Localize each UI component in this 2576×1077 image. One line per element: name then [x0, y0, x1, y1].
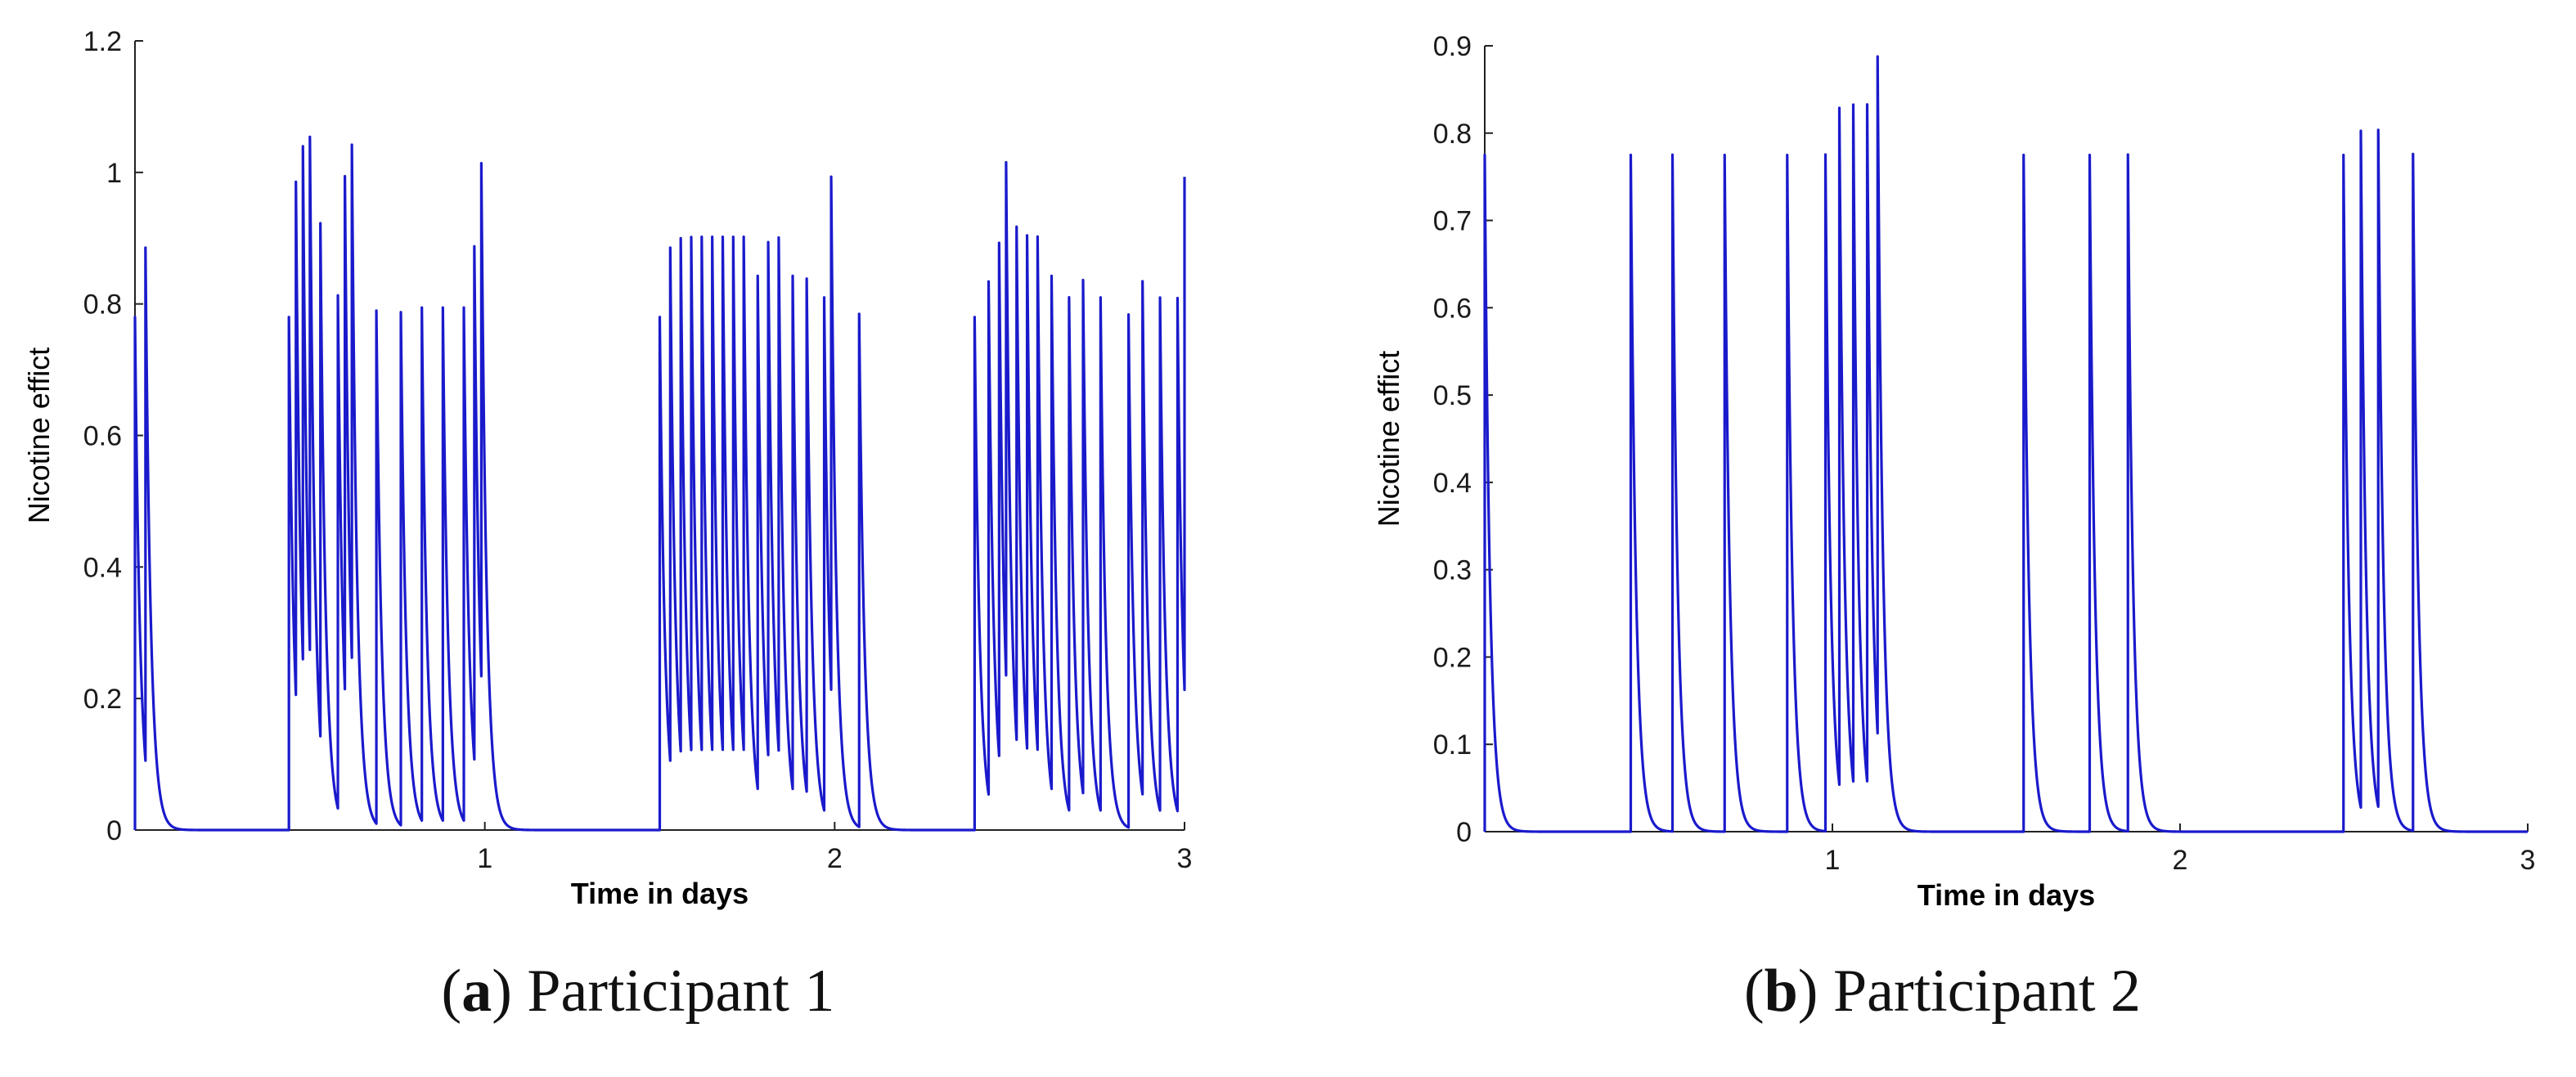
caption-a: (a) Participant 1	[441, 958, 835, 1025]
chart-b-series-line	[1483, 55, 2529, 833]
chart-b-y-tick-label: 0.6	[1433, 293, 1472, 324]
chart-b-y-tick-label: 0.8	[1433, 119, 1472, 150]
chart-b-y-tick-label: 0.1	[1433, 729, 1472, 761]
chart-a-x-tick-label: 2	[827, 843, 843, 874]
chart-b-svg: 0 0.1 0.2 0.3 0.4 0.5 0.6 0.7 0.8 0.9 1 2 3 Time in d…	[1372, 31, 2536, 912]
chart-a-y-tick-label: 0.2	[83, 684, 122, 715]
chart-a-y-tick-label: 0	[106, 815, 122, 846]
chart-a-y-tick-label: 1.2	[83, 26, 122, 57]
caption-b-label: b	[1764, 958, 1798, 1025]
chart-b-y-tick-label: 0.9	[1433, 31, 1472, 62]
chart-a-y-tick-label: 0.4	[83, 552, 122, 583]
chart-b-y-tick-label: 0.3	[1433, 555, 1472, 586]
chart-a-svg: 0 0.2 0.4 0.6 0.8 1 1.2 1 2 3 Time in days Nicotine…	[22, 26, 1193, 910]
chart-b-y-tick-label: 0.7	[1433, 206, 1472, 237]
caption-a-label: a	[461, 958, 492, 1025]
chart-a-x-tick-label: 1	[477, 843, 492, 874]
chart-b-y-tick-label: 0	[1456, 817, 1472, 848]
chart-b-x-tick-label: 1	[1825, 845, 1841, 876]
chart-b-y-axis-title: Nicotine effict	[1372, 351, 1405, 527]
chart-a-y-tick-label: 1	[106, 158, 122, 189]
chart-a-y-tick-label: 0.8	[83, 289, 122, 321]
chart-b-y-tick-label: 0.4	[1433, 468, 1472, 499]
chart-b-x-tick-label: 2	[2173, 845, 2188, 876]
chart-a-y-axis-title: Nicotine effict	[22, 348, 56, 523]
chart-a-x-tick-label: 3	[1177, 843, 1193, 874]
chart-panel-b: 0 0.1 0.2 0.3 0.4 0.5 0.6 0.7 0.8 0.9 1 2 3 Time in d…	[1309, 0, 2576, 1077]
chart-panel-a: 0 0.2 0.4 0.6 0.8 1 1.2 1 2 3 Time in days Nicotine…	[0, 0, 1276, 1077]
chart-a-series-line	[133, 135, 1186, 832]
chart-b-y-tick-label: 0.5	[1433, 380, 1472, 411]
caption-a-text: Participant 1	[527, 958, 835, 1025]
chart-b-x-tick-label: 3	[2520, 845, 2536, 876]
chart-a-x-axis-title: Time in days	[571, 877, 749, 910]
caption-b: (b) Participant 2	[1743, 958, 2142, 1025]
chart-b-y-tick-label: 0.2	[1433, 642, 1472, 673]
chart-a-y-tick-label: 0.6	[83, 421, 122, 452]
chart-b-x-axis-title: Time in days	[1917, 878, 2095, 912]
caption-b-text: Participant 2	[1832, 958, 2142, 1025]
